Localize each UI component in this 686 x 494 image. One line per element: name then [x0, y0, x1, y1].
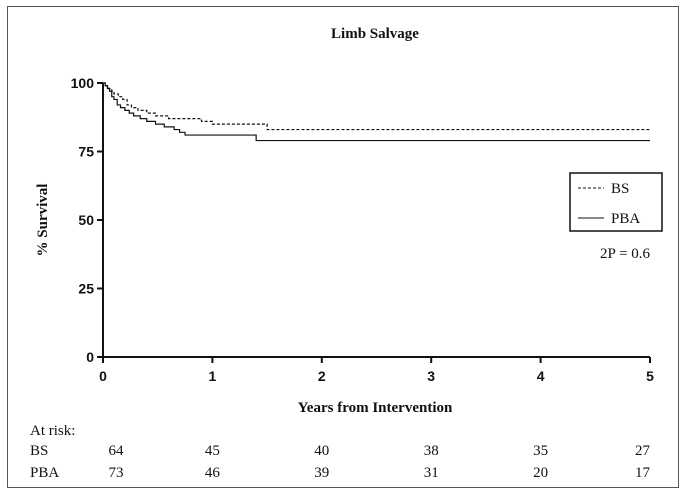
series-line-pba	[103, 82, 650, 142]
risk-table: At risk: BS PBA 64 45 40 38 35 27 73 46 39 31 20 17	[30, 423, 651, 481]
series-line-bs	[103, 82, 650, 131]
risk-value: 73	[109, 465, 124, 481]
x-tick-label: 2	[318, 368, 326, 384]
survival-curves	[103, 82, 650, 142]
risk-value: 46	[205, 465, 221, 481]
legend-label-bs: BS	[611, 181, 629, 197]
x-tick-label: 0	[99, 368, 107, 384]
risk-row-label-pba: PBA	[30, 465, 59, 481]
y-tick-label: 0	[86, 349, 94, 365]
risk-values: 64 45 40 38 35 27 73 46 39 31 20 17	[109, 443, 651, 481]
risk-value: 40	[314, 443, 329, 459]
risk-value: 27	[635, 443, 651, 459]
legend-box	[569, 172, 663, 232]
x-axis-label: Years from Intervention	[298, 400, 453, 416]
p-value-annotation: 2P = 0.6	[600, 246, 650, 262]
risk-row-label-bs: BS	[30, 443, 48, 459]
figure-frame	[7, 6, 679, 488]
risk-value: 17	[635, 465, 651, 481]
x-tick-label: 3	[427, 368, 435, 384]
y-axis-label: % Survival	[35, 184, 51, 257]
y-tick-label: 75	[78, 144, 94, 160]
risk-value: 20	[533, 465, 548, 481]
y-tick-label: 25	[78, 281, 94, 297]
legend: BS PBA	[569, 172, 663, 232]
risk-value: 45	[205, 443, 220, 459]
axes: 0 25 50 75 100 0 1 2 3 4 5	[71, 75, 654, 384]
risk-value: 64	[109, 443, 125, 459]
risk-value: 39	[314, 465, 329, 481]
legend-label-pba: PBA	[611, 211, 640, 227]
x-tick-label: 4	[537, 368, 545, 384]
x-tick-label: 1	[209, 368, 217, 384]
x-tick-label: 5	[646, 368, 654, 384]
risk-value: 31	[424, 465, 439, 481]
risk-value: 35	[533, 443, 548, 459]
y-tick-label: 100	[71, 75, 95, 91]
risk-table-heading: At risk:	[30, 423, 75, 439]
y-tick-label: 50	[78, 212, 94, 228]
risk-value: 38	[424, 443, 439, 459]
chart-title: Limb Salvage	[331, 26, 419, 42]
